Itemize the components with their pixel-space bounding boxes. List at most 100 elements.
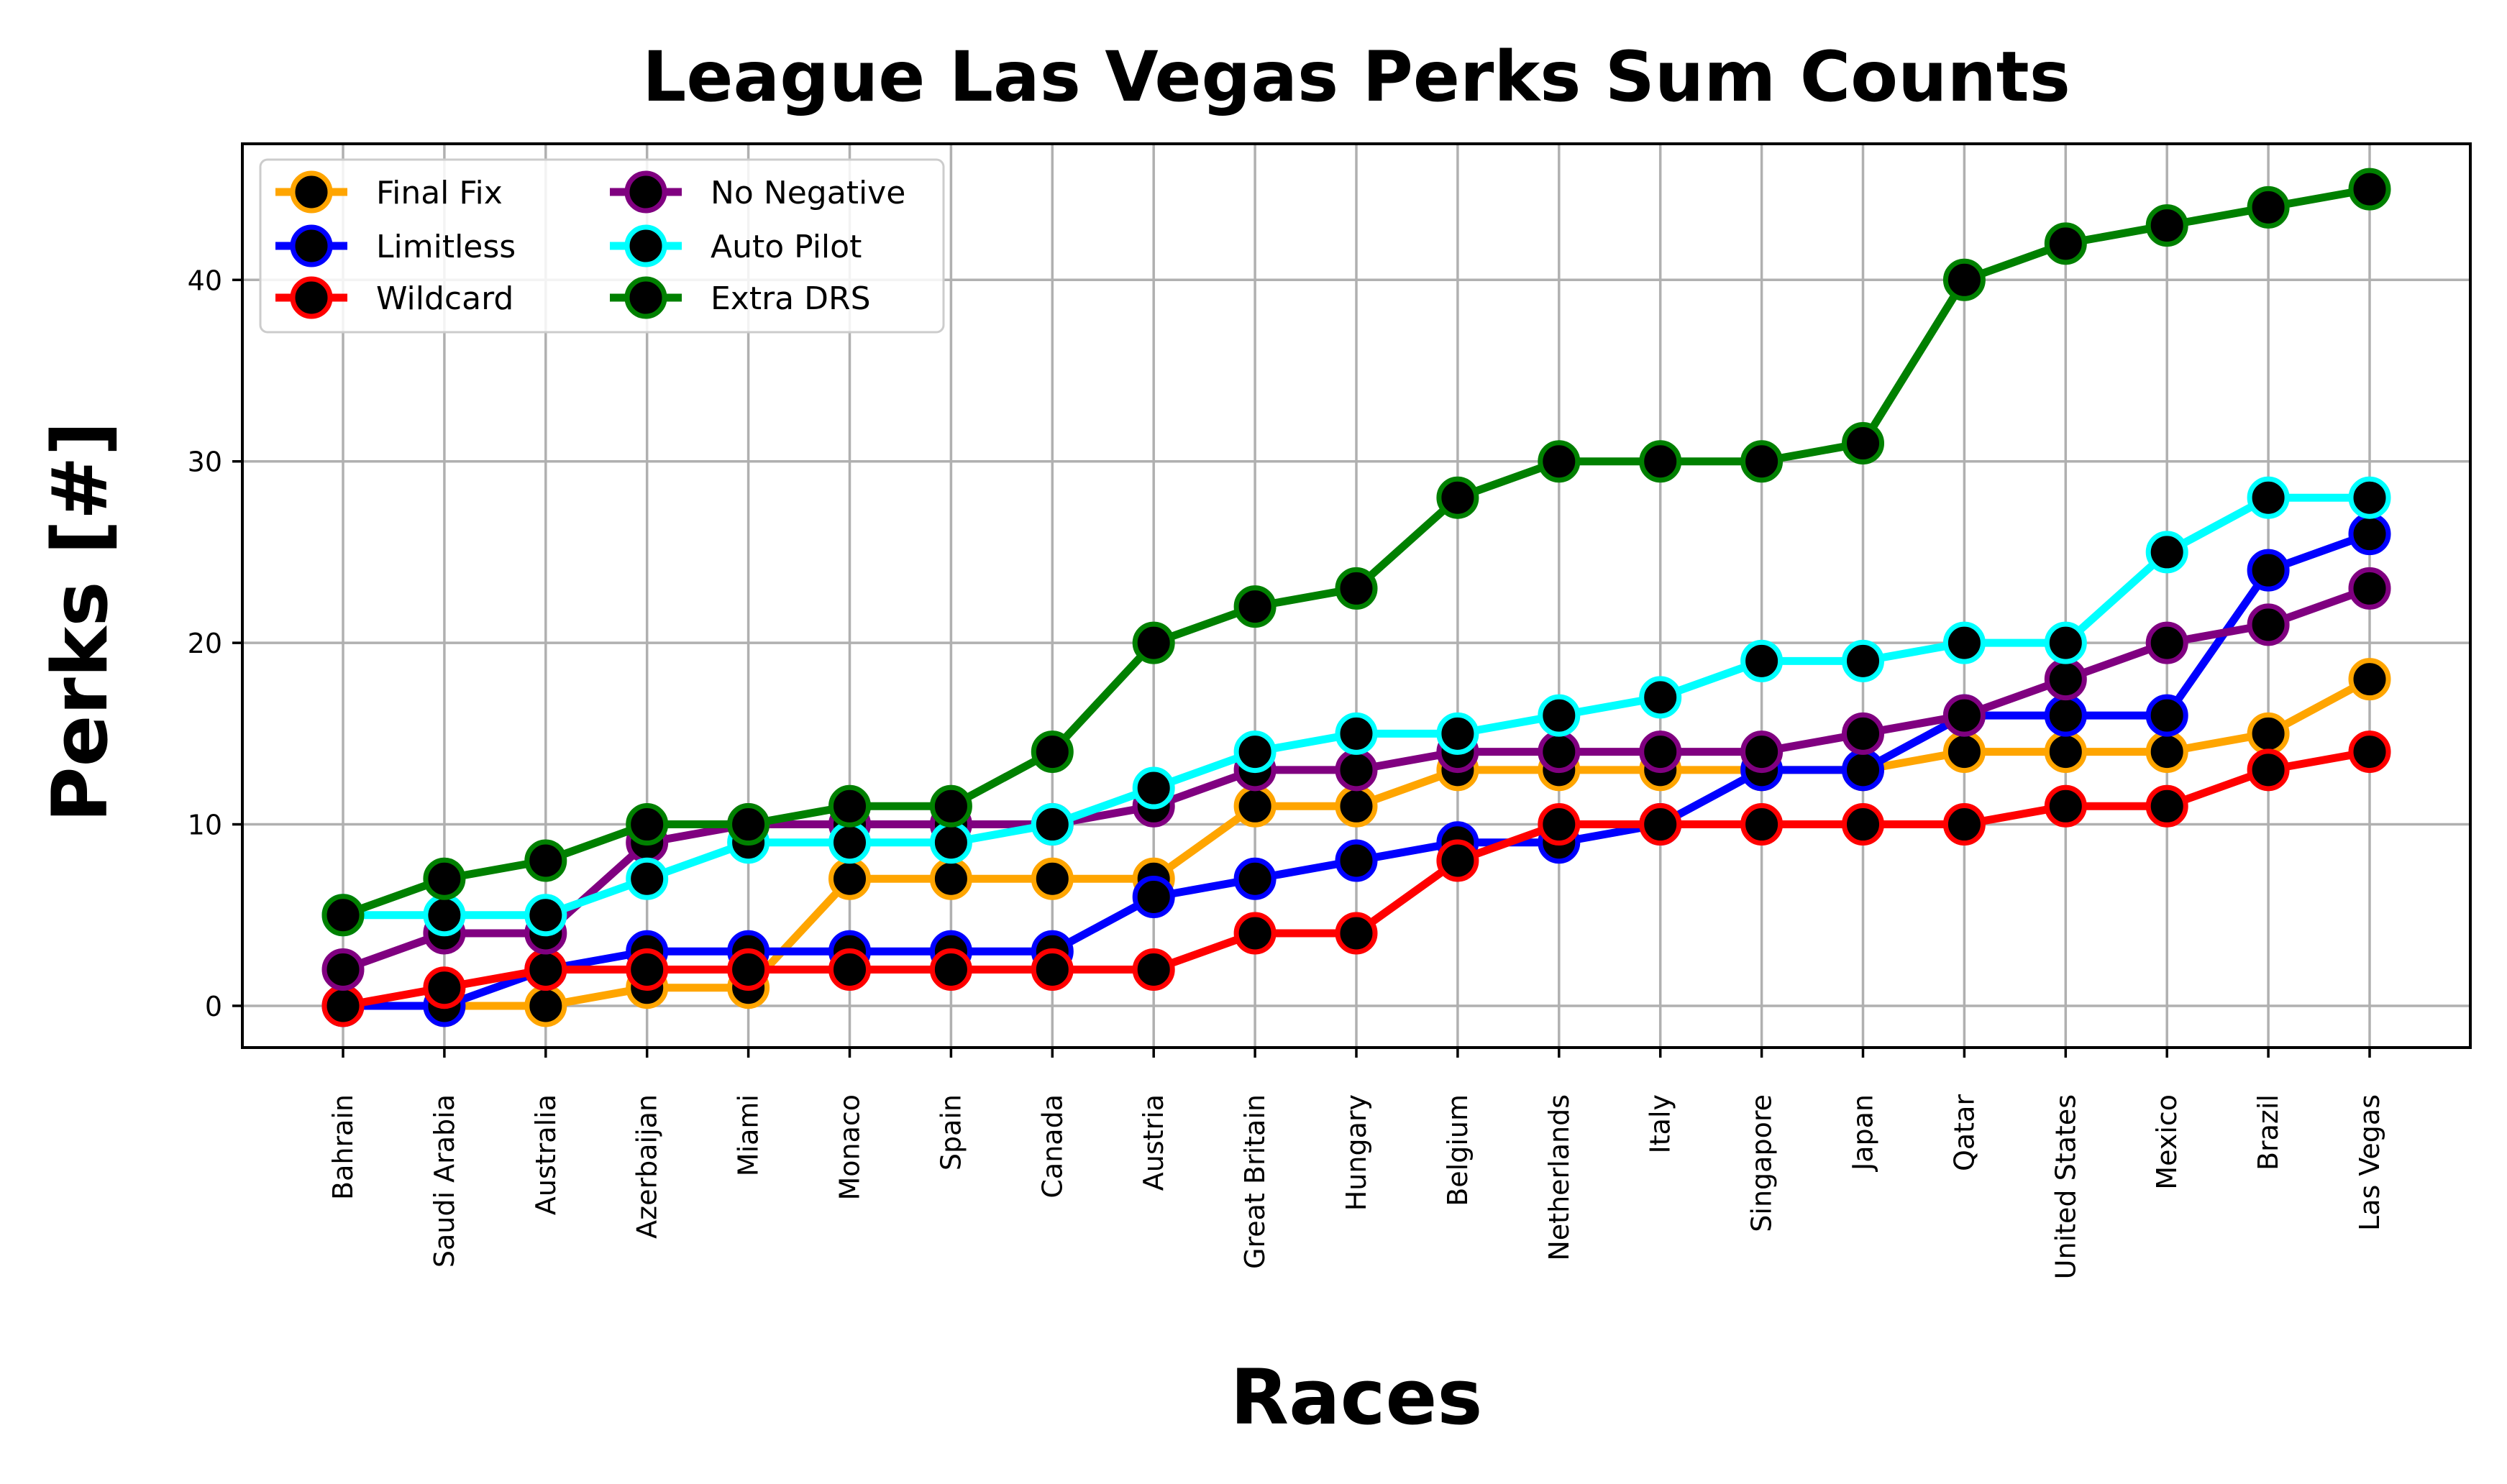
data-point [2348,658,2391,701]
legend-label: No Negative [711,175,905,211]
data-point [2247,476,2290,519]
data-point [2247,712,2290,755]
y-tick-label: 40 [188,265,222,296]
x-tick-label: Canada [1036,1094,1068,1199]
x-tick-label: Azerbaijan [631,1094,663,1239]
data-point [1335,912,1378,955]
legend-marker [624,224,667,267]
legend-item: Wildcard [275,276,513,319]
x-tick-label: Qatar [1948,1094,1980,1171]
x-tick-label: Spain [935,1094,967,1171]
data-point [1639,730,1682,774]
data-point [2145,621,2188,664]
data-point [1842,748,1884,792]
data-point [1942,258,1986,301]
data-point [1842,712,1884,755]
data-point [2044,621,2087,664]
y-tick-label: 10 [188,810,222,841]
data-point [1031,948,1074,991]
legend-label: Extra DRS [711,280,871,317]
x-tick-label: Great Britain [1239,1094,1271,1269]
legend: Final Fix Limitless Wildcard No Negative Aut… [259,158,945,334]
data-point [828,821,871,864]
data-point [1132,948,1175,991]
data-point [1436,712,1479,755]
legend-marker [290,224,333,267]
data-point [2145,784,2188,828]
data-point [2145,730,2188,774]
x-tick-label: Las Vegas [2354,1094,2385,1231]
data-point [1842,421,1884,464]
x-tick-label: Italy [1645,1094,1676,1153]
data-point [2044,694,2087,737]
data-point [321,948,365,991]
data-point [1335,839,1378,882]
data-point [423,966,466,1009]
data-point [727,803,770,846]
x-tick-label: Bahrain [327,1094,359,1200]
x-tick-label: Hungary [1341,1094,1372,1211]
x-tick-label: Saudi Arabia [429,1094,460,1268]
data-point [321,894,365,937]
data-point [1335,567,1378,610]
data-point [1335,712,1378,755]
data-point [1942,694,1986,737]
data-point [626,857,669,900]
data-point [423,857,466,900]
legend-label: Wildcard [376,280,513,317]
legend-item: Auto Pilot [610,224,862,267]
data-point [2348,513,2391,556]
data-point [1538,730,1581,774]
data-point [929,948,972,991]
data-point [2247,603,2290,646]
data-point [1233,912,1277,955]
data-point [1538,803,1581,846]
legend-box [259,158,945,334]
x-tick-label: United States [2050,1094,2081,1279]
x-tick-label: Singapore [1746,1094,1778,1232]
data-point [1335,784,1378,828]
data-point [1436,839,1479,882]
data-point [828,857,871,900]
data-point [1538,694,1581,737]
data-point [2247,549,2290,592]
data-point [1740,730,1784,774]
x-axis-label: Races [1230,1353,1483,1442]
y-tick-label: 30 [188,446,222,478]
x-tick-label: Belgium [1442,1094,1474,1206]
data-point [2044,784,2087,828]
data-point [2348,476,2391,519]
series-wildcard [321,730,2391,1027]
data-point [524,839,567,882]
y-tick-label: 20 [188,628,222,659]
x-tick-label: Australia [530,1094,562,1215]
data-point [1335,748,1378,792]
x-tick-label: Brazil [2252,1094,2284,1171]
data-point [1842,639,1884,682]
series-extra-drs [321,168,2391,937]
y-tick-label: 0 [205,991,222,1022]
legend-item: No Negative [610,170,905,214]
data-point [2348,730,2391,774]
data-point [1538,440,1581,483]
data-point [2044,730,2087,774]
data-point [1031,857,1074,900]
series-layer [321,168,2391,1027]
data-point [929,784,972,828]
x-tick-label: Japan [1848,1094,1879,1172]
data-point [828,784,871,828]
legend-label: Limitless [376,229,516,265]
data-point [2145,204,2188,247]
legend-item: Extra DRS [610,276,871,319]
legend-marker [624,170,667,214]
x-tick-label: Austria [1138,1094,1169,1191]
data-point [1740,440,1784,483]
data-point [1942,621,1986,664]
data-point [1132,766,1175,810]
data-point [1942,803,1986,846]
data-point [1132,621,1175,664]
data-point [2145,531,2188,574]
data-point [2044,222,2087,265]
data-point [1942,730,1986,774]
